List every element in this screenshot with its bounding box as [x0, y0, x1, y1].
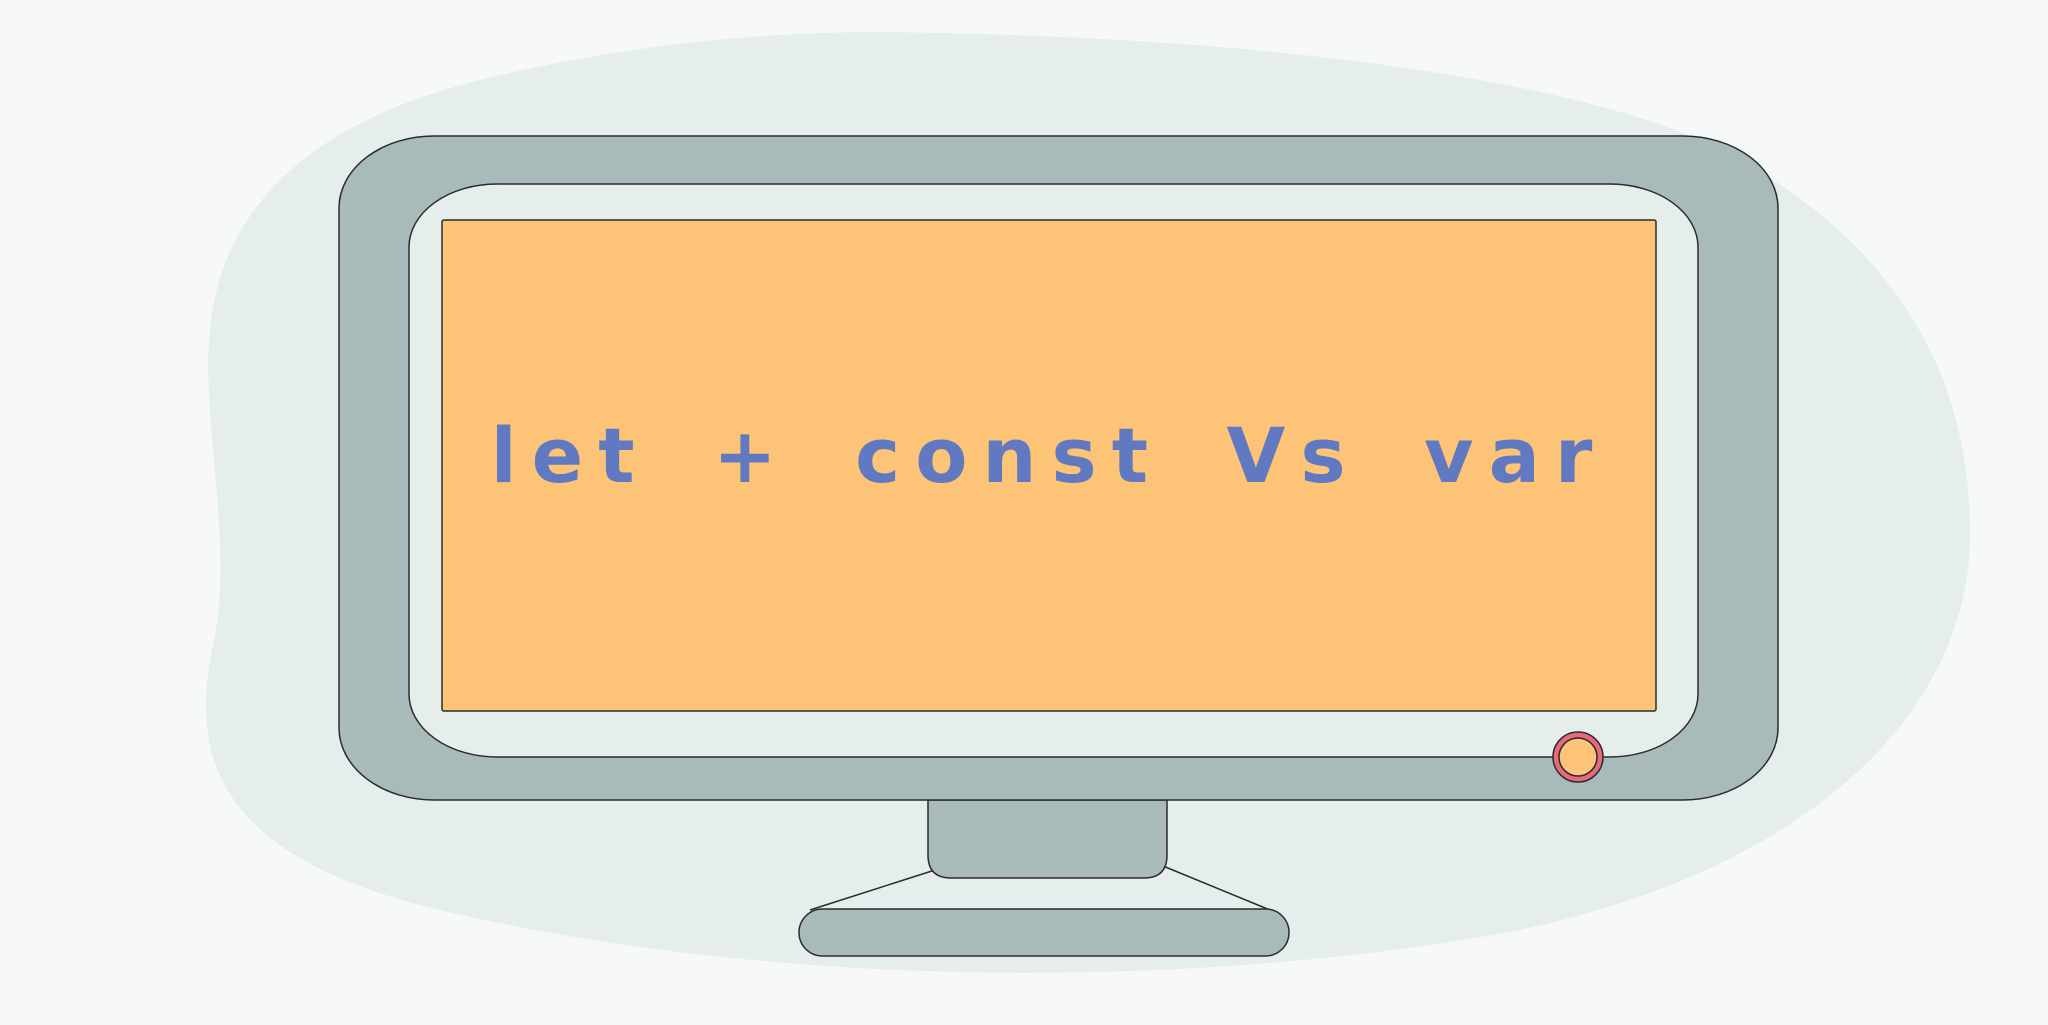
power-button-icon[interactable] — [1552, 731, 1604, 783]
stand-lines — [809, 865, 1271, 911]
stand-base — [798, 908, 1290, 957]
stand-neck — [927, 799, 1168, 879]
monitor-screen — [441, 219, 1657, 712]
screen-title-text: “ let + const Vs var ” — [442, 411, 1656, 500]
